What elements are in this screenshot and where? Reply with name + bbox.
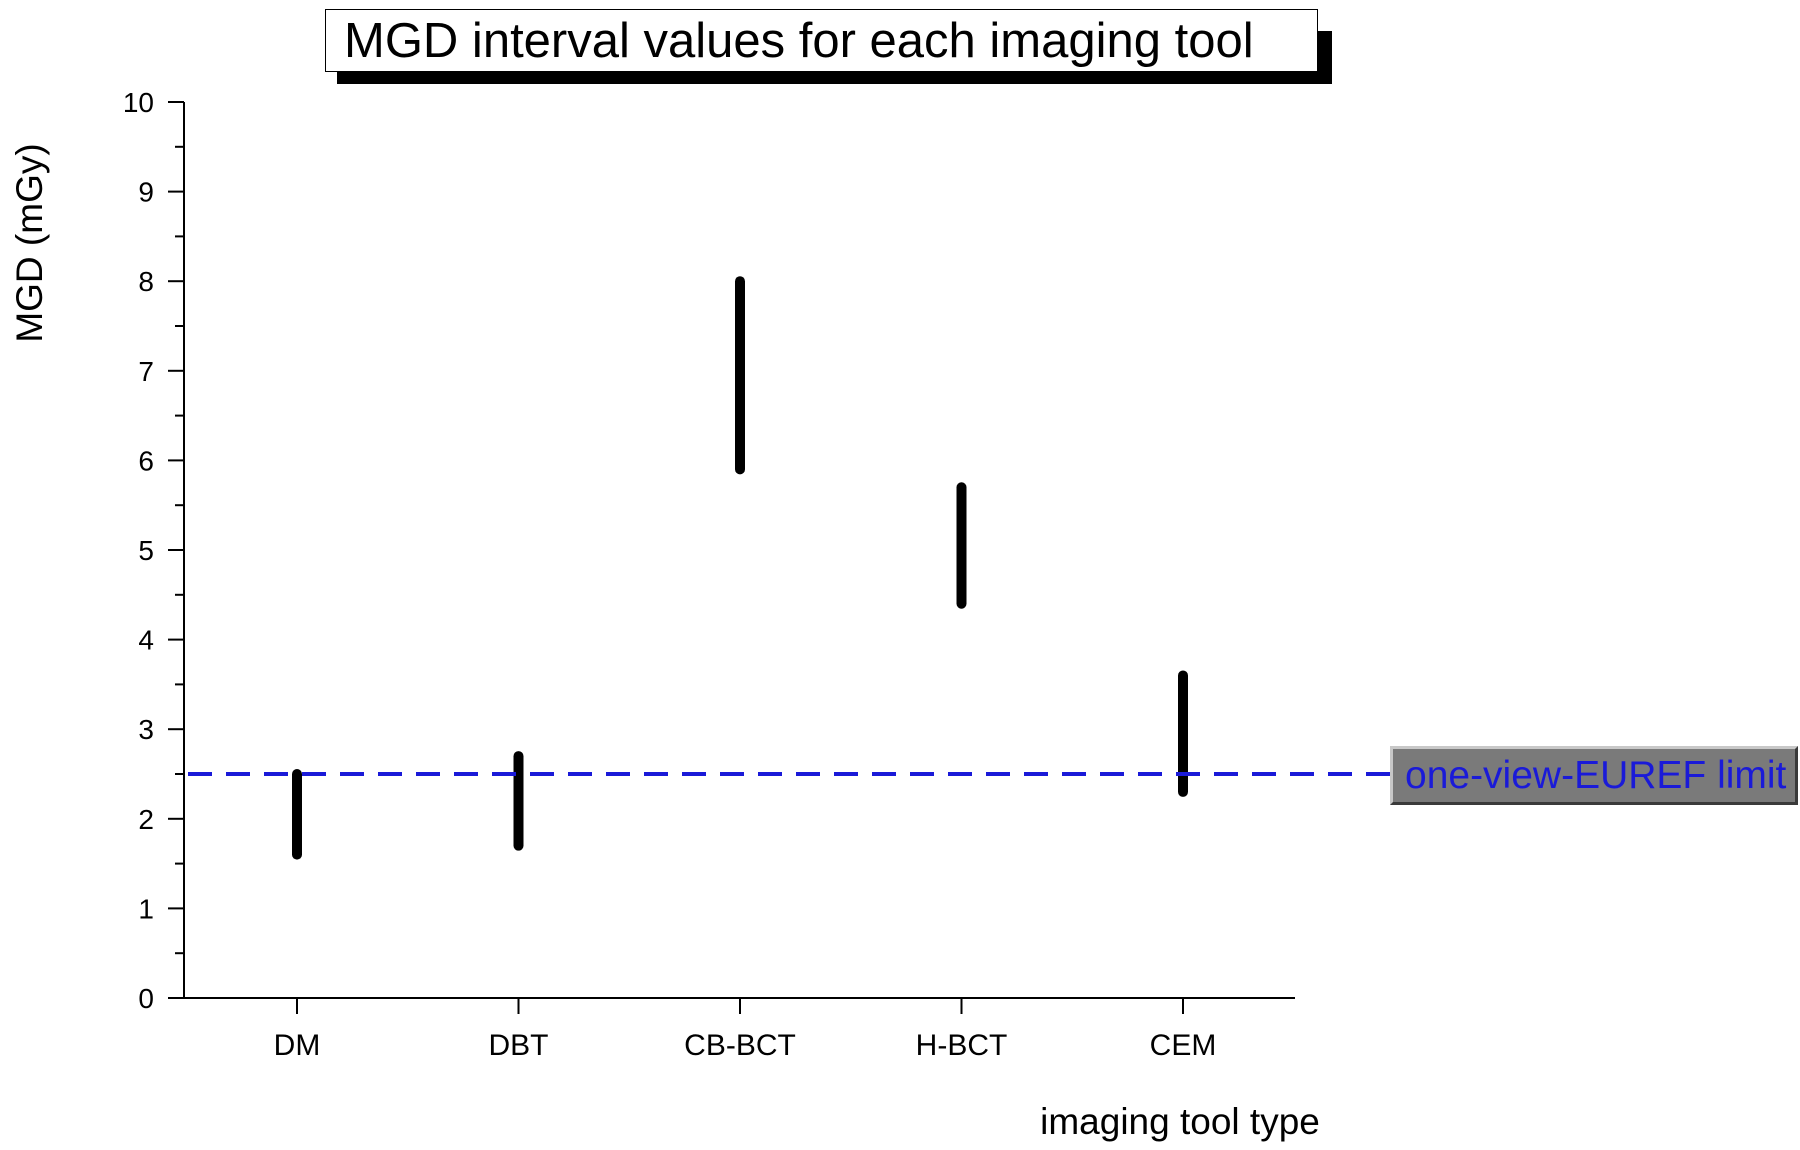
y-tick-label: 7 (138, 356, 154, 387)
chart-title: MGD interval values for each imaging too… (325, 9, 1318, 72)
y-tick-label: 2 (138, 804, 154, 835)
y-tick-label: 5 (138, 535, 154, 566)
y-tick-label: 4 (138, 625, 154, 656)
x-tick-label: H-BCT (916, 1029, 1008, 1062)
y-tick-label: 1 (138, 893, 154, 924)
x-tick-label: DM (274, 1029, 321, 1062)
x-axis-label: imaging tool type (1040, 1101, 1320, 1142)
reference-line-label: one-view-EUREF limit (1390, 746, 1798, 805)
y-tick-label: 3 (138, 714, 154, 745)
x-tick-label: CB-BCT (684, 1029, 796, 1062)
y-tick-label: 9 (138, 177, 154, 208)
y-tick-label: 0 (138, 983, 154, 1014)
y-tick-label: 10 (123, 87, 154, 118)
y-tick-label: 8 (138, 266, 154, 297)
x-tick-label: DBT (489, 1029, 549, 1062)
y-tick-label: 6 (138, 445, 154, 476)
x-tick-label: CEM (1150, 1029, 1217, 1062)
y-axis-label: MGD (mGy) (9, 143, 50, 342)
